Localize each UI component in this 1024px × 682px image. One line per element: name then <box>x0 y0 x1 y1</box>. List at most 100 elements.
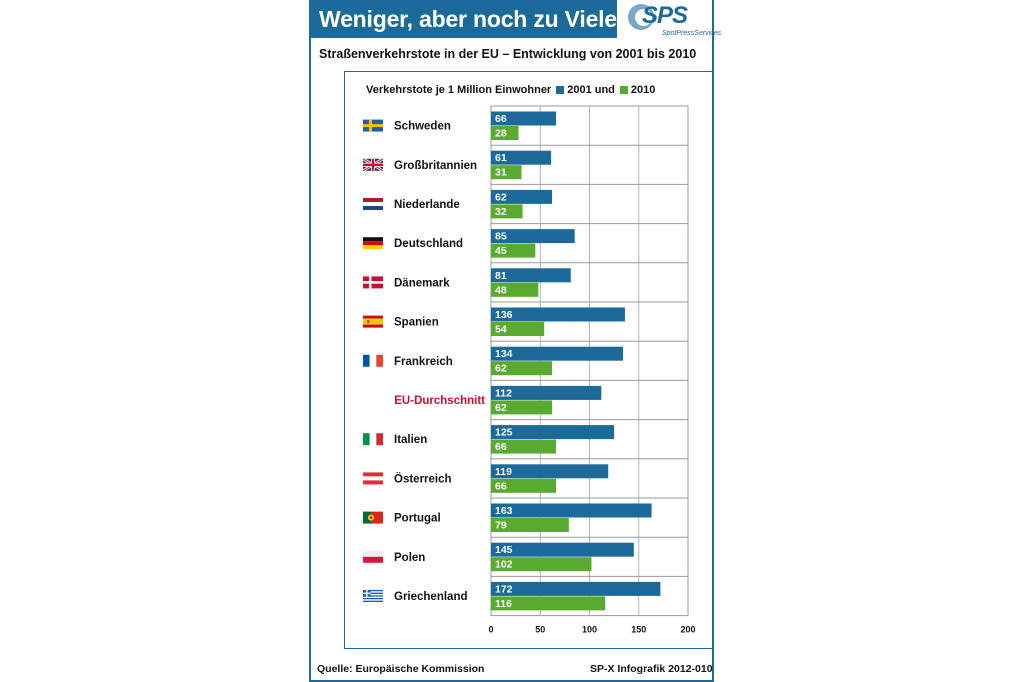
flag-part <box>363 124 383 128</box>
bar-value-label: 102 <box>495 559 513 571</box>
category-label: Griechenland <box>394 591 468 603</box>
logo-circle-inner <box>635 9 652 26</box>
category-label: Großbritannien <box>394 160 477 172</box>
bar-2001 <box>491 425 615 440</box>
bar-value-label: 163 <box>495 505 513 517</box>
flag-part <box>363 318 383 325</box>
flag-part <box>363 599 383 601</box>
flag-fr-icon <box>363 354 383 367</box>
flag-part <box>369 516 373 520</box>
bar-2001 <box>491 268 571 283</box>
bar-value-label: 125 <box>495 427 513 439</box>
bar-2010 <box>491 165 522 180</box>
bar-2001 <box>491 346 623 361</box>
flag-part <box>363 281 383 284</box>
flag-part <box>363 590 383 592</box>
source-note: Quelle: Europäische Kommission <box>317 663 485 675</box>
category-label: Schweden <box>394 121 451 133</box>
flag-part <box>363 433 370 446</box>
flag-part <box>363 595 383 597</box>
flag-part <box>369 354 377 367</box>
bar-value-label: 85 <box>495 231 507 243</box>
x-tick-label: 200 <box>680 625 695 635</box>
logo-tagline: SpotPressServices <box>662 30 722 37</box>
flag-part <box>363 163 383 166</box>
flag-de-icon <box>363 237 383 250</box>
bar-value-label: 32 <box>495 206 507 218</box>
bar-2001 <box>491 150 552 165</box>
flag-part <box>363 241 383 246</box>
category-label: EU-Durchschnitt <box>394 395 485 407</box>
flag-part <box>369 433 377 446</box>
flag-part <box>363 591 383 593</box>
bar-value-label: 31 <box>495 167 507 179</box>
bar-value-label: 62 <box>495 363 507 375</box>
legend-swatch-2001 <box>556 86 565 94</box>
bar-2010 <box>491 518 569 532</box>
flag-gb-icon <box>362 157 384 172</box>
bar-2010 <box>491 204 523 219</box>
bar-value-label: 134 <box>495 348 513 360</box>
flag-part <box>363 202 383 206</box>
bar-2010 <box>491 596 606 611</box>
bar-value-label: 119 <box>495 466 512 478</box>
bar-value-label: 66 <box>495 480 507 492</box>
flag-part <box>363 594 383 596</box>
flag-part <box>363 472 383 477</box>
bar-value-label: 145 <box>495 544 513 556</box>
bar-2010 <box>491 361 553 376</box>
x-tick-label: 150 <box>631 625 646 635</box>
flag-part <box>363 598 383 600</box>
category-label: Italien <box>394 434 427 446</box>
flag-part <box>363 511 371 524</box>
bar-value-label: 45 <box>495 245 507 257</box>
bar-2001 <box>491 229 575 244</box>
category-label: Polen <box>394 552 425 564</box>
flag-es-icon <box>363 315 383 328</box>
x-tick-label: 0 <box>488 625 493 635</box>
bar-value-label: 62 <box>495 402 507 414</box>
bar-2001 <box>491 385 602 400</box>
flag-part <box>363 206 383 210</box>
category-label: Frankreich <box>394 356 453 368</box>
bar-2001 <box>491 307 625 322</box>
flag-part <box>363 315 383 319</box>
bar-value-label: 112 <box>495 387 512 399</box>
flag-nl-icon <box>363 198 383 210</box>
bar-value-label: 66 <box>495 113 507 125</box>
bar-value-label: 172 <box>495 583 513 595</box>
bar-2001 <box>491 503 652 518</box>
bar-value-label: 54 <box>495 324 507 336</box>
bar-value-label: 62 <box>495 191 507 203</box>
category-label: Spanien <box>394 317 439 329</box>
flag-part <box>363 237 383 242</box>
legend-series-2001: 2001 und <box>567 84 615 96</box>
bar-2001 <box>491 581 661 596</box>
card-border-left <box>309 0 311 682</box>
flag-part <box>376 354 383 367</box>
legend-series-2010: 2010 <box>630 84 656 96</box>
flag-part <box>363 592 371 595</box>
flag-gr-icon <box>363 590 383 602</box>
x-tick-label: 100 <box>582 625 597 635</box>
flag-part <box>363 550 383 557</box>
bar-value-label: 116 <box>495 598 512 610</box>
flag-part <box>363 245 383 250</box>
bar-2010 <box>491 478 557 493</box>
flag-dk-icon <box>363 276 383 289</box>
bar-2010 <box>491 439 557 454</box>
bar-value-label: 28 <box>495 128 507 140</box>
sps-logo: SPS SpotPressServices <box>624 2 721 40</box>
bar-value-label: 136 <box>495 309 513 321</box>
bar-2010 <box>491 282 539 297</box>
bar-2001 <box>491 111 557 126</box>
infographic-credit: SP-X Infografik 2012-010 <box>590 663 713 675</box>
flag-at-icon <box>363 472 383 485</box>
x-tick-label: 50 <box>535 625 545 635</box>
flag-pl-icon <box>363 550 383 563</box>
flag-part <box>363 476 383 481</box>
flag-pt-icon <box>363 511 383 524</box>
category-label: Niederlande <box>394 199 460 211</box>
bar-value-label: 66 <box>495 441 507 453</box>
